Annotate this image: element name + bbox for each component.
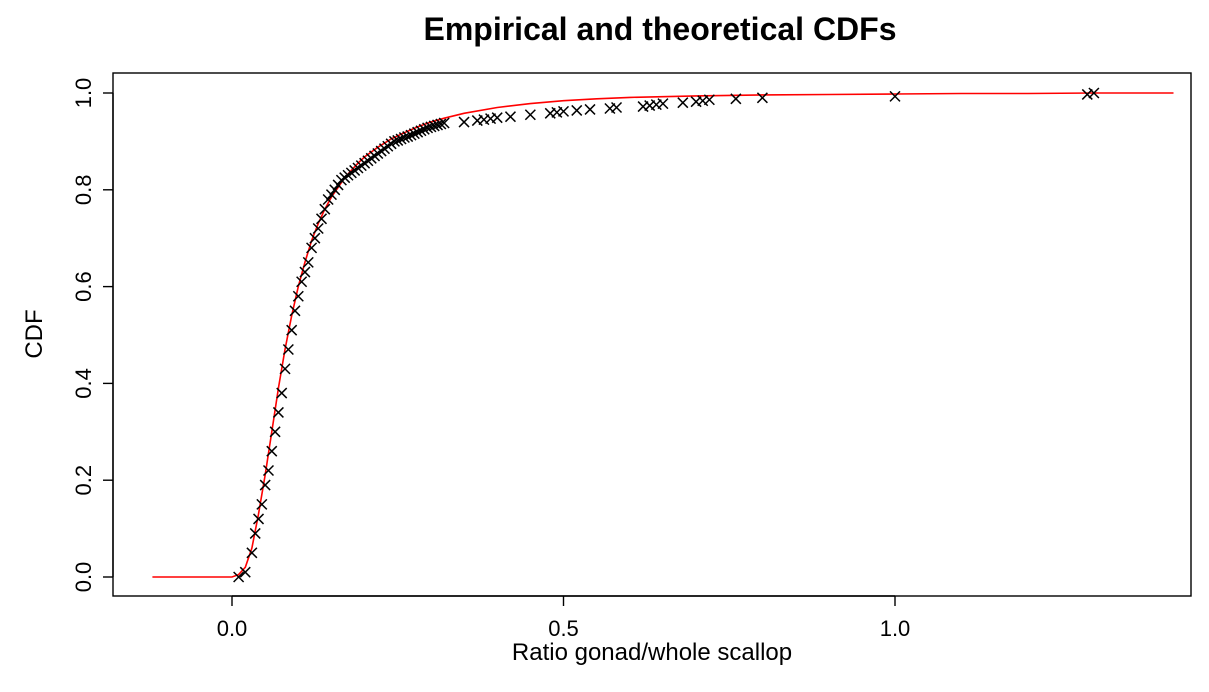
empirical-point [279, 363, 291, 375]
empirical-point [282, 343, 294, 356]
empirical-point [425, 121, 437, 133]
empirical-point [312, 222, 324, 235]
empirical-point [1088, 87, 1100, 99]
x-tick-label: 1.0 [880, 616, 911, 641]
empirical-point [246, 547, 258, 559]
empirical-point [458, 116, 470, 128]
empirical-point [388, 135, 400, 147]
empirical-point [431, 119, 444, 131]
empirical-point [657, 98, 669, 110]
x-tick-label: 0.0 [217, 616, 248, 641]
y-axis-label: CDF [21, 309, 48, 358]
plot-frame [112, 72, 1192, 597]
empirical-point [415, 125, 427, 137]
empirical-point [319, 203, 331, 215]
empirical-point [392, 134, 404, 146]
empirical-point [296, 276, 308, 288]
empirical-point [289, 305, 301, 317]
empirical-point [422, 122, 434, 134]
empirical-point [233, 571, 245, 583]
empirical-point [266, 445, 278, 457]
empirical-point [405, 129, 417, 141]
chart-title: Empirical and theoretical CDFs [423, 11, 896, 47]
empirical-point [259, 479, 271, 491]
y-tick-label: 1.0 [71, 78, 96, 109]
empirical-point [491, 112, 503, 124]
empirical-point [398, 131, 410, 144]
empirical-point [276, 387, 288, 399]
theoretical-cdf-line [152, 92, 1174, 578]
empirical-point [329, 184, 341, 196]
empirical-point [418, 123, 430, 135]
empirical-point [584, 103, 596, 115]
empirical-point [262, 464, 274, 477]
empirical-point [557, 105, 570, 117]
x-axis-label: Ratio gonad/whole scallop [512, 639, 792, 666]
empirical-point [524, 109, 536, 121]
empirical-point [302, 256, 314, 268]
empirical-point [677, 97, 689, 109]
empirical-point [428, 120, 440, 132]
y-tick-label: 0.0 [71, 562, 96, 593]
empirical-point [1081, 88, 1093, 100]
empirical-point [756, 92, 768, 104]
empirical-point [306, 242, 318, 254]
empirical-point [703, 94, 715, 106]
empirical-point [438, 117, 450, 129]
empirical-point [256, 498, 268, 510]
empirical-point [299, 266, 311, 278]
empirical-point [239, 566, 251, 578]
empirical-point [395, 133, 407, 145]
empirical-point [309, 232, 321, 244]
empirical-cdf-points [233, 87, 1100, 583]
empirical-point [402, 131, 414, 143]
empirical-point [504, 111, 516, 123]
empirical-point [435, 118, 447, 130]
empirical-point [412, 126, 424, 138]
x-tick-label: 0.5 [548, 616, 579, 641]
y-tick-label: 0.4 [71, 368, 96, 399]
y-tick-label: 0.6 [71, 271, 96, 302]
empirical-point [325, 189, 337, 201]
y-tick-label: 0.8 [71, 175, 96, 206]
empirical-point [611, 101, 623, 114]
empirical-point [286, 324, 298, 336]
empirical-point [269, 426, 281, 438]
y-axis: 0.0 0.2 0.4 0.6 0.8 1.0 [71, 78, 114, 593]
empirical-point [571, 104, 583, 116]
empirical-point [272, 406, 284, 418]
x-axis: 0.0 0.5 1.0 [217, 595, 911, 641]
empirical-point [252, 513, 265, 525]
empirical-point [315, 213, 328, 225]
empirical-point [322, 193, 334, 206]
y-tick-label: 0.2 [71, 465, 96, 496]
empirical-point [889, 90, 901, 102]
empirical-point [408, 128, 420, 140]
empirical-point [730, 93, 742, 105]
empirical-point [249, 527, 261, 539]
empirical-point [292, 290, 304, 302]
